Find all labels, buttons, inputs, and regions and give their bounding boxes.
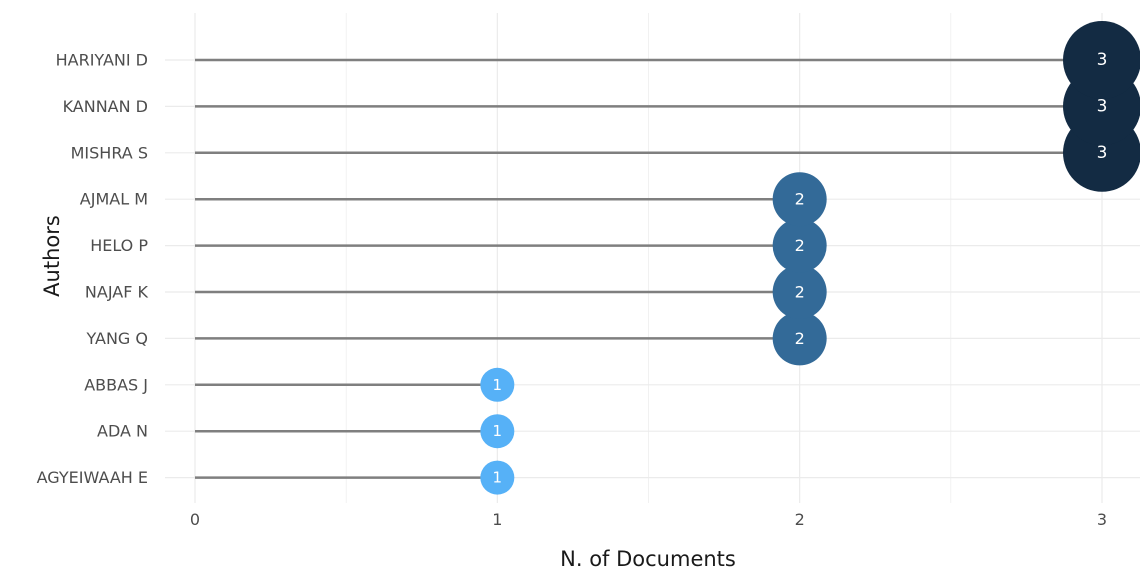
y-tick-label: HELO P	[90, 236, 148, 255]
data-point	[772, 172, 827, 227]
labels: 0 1 2 3 HARIYANI D KANNAN D MISHRA S AJMAL M HEL…	[37, 51, 1107, 530]
data-point	[480, 367, 515, 402]
data-point	[480, 414, 515, 449]
y-tick-label: HARIYANI D	[56, 51, 148, 70]
x-tick-label: 0	[190, 510, 200, 529]
y-tick-label: YANG Q	[85, 329, 148, 348]
data-point	[772, 218, 827, 273]
x-tick-label: 3	[1097, 510, 1107, 529]
y-tick-label: KANNAN D	[63, 97, 148, 116]
data-label: 1	[493, 376, 503, 394]
y-tick-label: NAJAF K	[85, 283, 149, 302]
x-tick-label: 1	[492, 510, 502, 529]
y-axis-title: Authors	[40, 215, 64, 297]
data-label: 1	[493, 422, 503, 440]
y-tick-label: AGYEIWAAH E	[37, 468, 148, 487]
x-tick-label: 2	[795, 510, 805, 529]
dots: 1 1 1 2 2 2 2 3 3 3	[480, 21, 1140, 495]
data-label: 3	[1097, 96, 1108, 116]
stems	[195, 58, 1102, 479]
grid	[165, 13, 1140, 503]
data-label: 2	[795, 236, 805, 255]
x-axis-title: N. of Documents	[560, 547, 736, 571]
y-tick-label: ADA N	[97, 422, 148, 441]
data-point	[1063, 21, 1140, 99]
data-point	[772, 265, 827, 319]
data-point	[772, 311, 827, 366]
data-label: 3	[1097, 143, 1108, 163]
data-label: 1	[493, 469, 503, 487]
y-tick-label: AJMAL M	[80, 190, 148, 209]
data-label: 2	[795, 329, 805, 348]
data-label: 3	[1097, 50, 1108, 70]
data-label: 2	[795, 190, 805, 209]
y-tick-label: ABBAS J	[84, 375, 148, 394]
data-point	[480, 460, 515, 495]
y-tick-label: MISHRA S	[71, 143, 148, 162]
data-label: 2	[795, 283, 805, 302]
